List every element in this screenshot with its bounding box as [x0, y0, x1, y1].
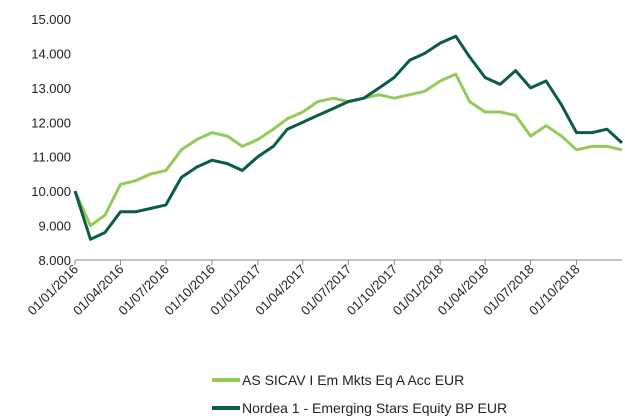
y-tick-label: 8.000 — [38, 253, 71, 268]
y-tick-label: 12.000 — [31, 115, 71, 130]
legend-label: Nordea 1 - Emerging Stars Equity BP EUR — [242, 400, 507, 416]
series-line — [73, 72, 623, 228]
y-tick-label: 9.000 — [38, 219, 71, 234]
y-tick-label: 13.000 — [31, 81, 71, 96]
y-tick-label: 10.000 — [31, 184, 71, 199]
y-tick-label: 14.000 — [31, 46, 71, 61]
series-line — [73, 34, 624, 241]
y-tick-label: 15.000 — [31, 12, 71, 27]
legend-label: AS SICAV I Em Mkts Eq A Acc EUR — [242, 372, 464, 388]
y-tick-label: 11.000 — [32, 150, 71, 165]
